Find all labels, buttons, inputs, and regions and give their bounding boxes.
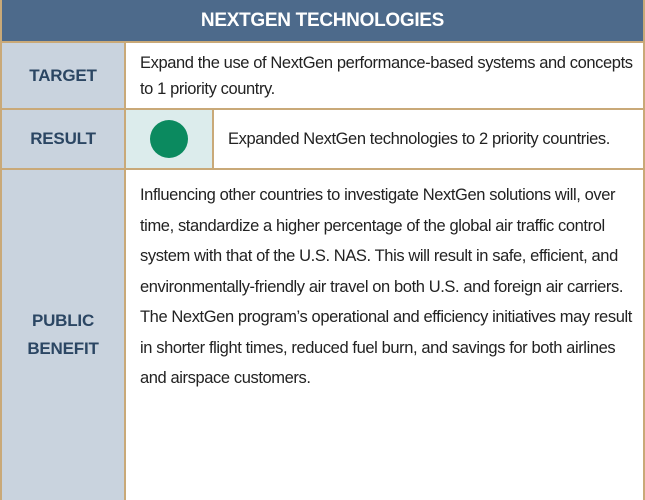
row-label: PUBLIC BENEFIT: [2, 170, 126, 500]
row-text: Expand the use of NextGen performance-ba…: [140, 53, 633, 98]
row-text: Influencing other countries to investiga…: [140, 186, 632, 387]
row: PUBLIC BENEFIT Influencing other countri…: [2, 170, 643, 500]
row-label: TARGET: [2, 43, 126, 108]
table-title: NEXTGEN TECHNOLOGIES: [2, 0, 643, 43]
row-label: RESULT: [2, 110, 126, 168]
row-text: Expanded NextGen technologies to 2 prior…: [228, 130, 610, 148]
row: RESULT Expanded NextGen technologies to …: [2, 110, 643, 170]
status-dot: [150, 120, 188, 158]
row: TARGET Expand the use of NextGen perform…: [2, 43, 643, 110]
status-cell: [126, 110, 214, 168]
status-icon: [150, 120, 188, 158]
